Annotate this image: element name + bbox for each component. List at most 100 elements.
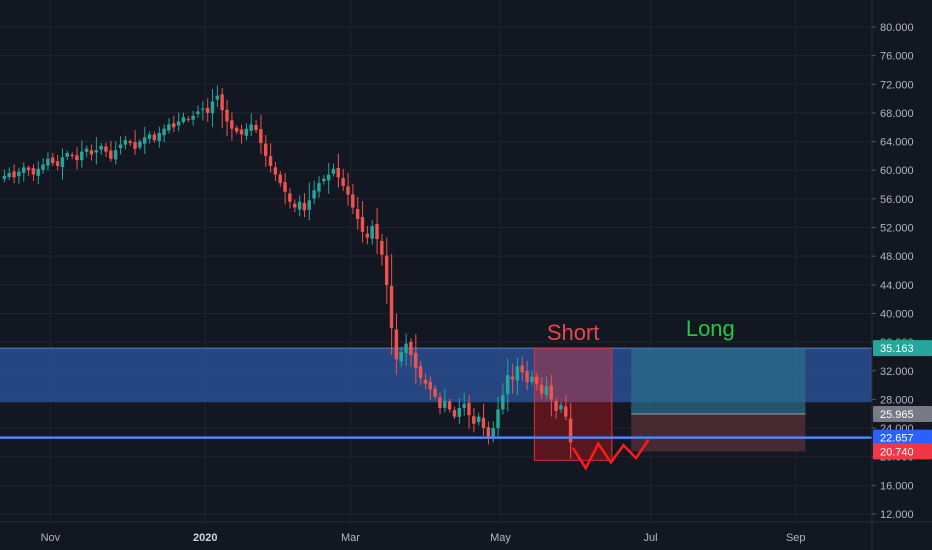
candle-body [530,376,534,382]
candle-body [312,190,316,199]
annotations: Short Long [547,316,735,345]
candle-body [447,401,452,410]
candle-body [263,143,268,156]
candle-body [370,226,374,239]
candle-body [7,173,11,178]
candle-body [515,366,520,381]
time-tick-label: Mar [341,532,360,544]
candle-body [568,418,573,443]
position-tools[interactable] [533,347,806,461]
candle-body [438,397,442,409]
short-position-lower[interactable] [534,402,612,461]
price-tick-label: 68.000 [880,108,914,120]
candle-body [191,115,195,120]
candle-body [172,123,176,128]
long-target-zone[interactable] [631,348,806,414]
candle-body [355,209,360,219]
candle-body [244,128,249,136]
time-tick-label: Nov [41,532,61,544]
candle-body [414,352,418,368]
candle-body [346,186,350,195]
price-badge [873,340,932,357]
candle-body [225,109,229,122]
candle-body [433,388,437,397]
price-axis[interactable]: 80.000 76.000 72.000 68.000 64.000 60.000 56.0… [871,0,914,550]
candle-body [162,128,166,136]
candle-body [549,385,553,400]
candle-body [84,148,89,152]
candle-body [293,203,297,208]
candle-body [510,376,515,380]
candle-body [481,417,486,429]
candle-body [341,178,345,186]
candle-body [181,117,186,123]
time-axis[interactable]: Nov 2020 Mar May Jul Sep [0,521,932,544]
candle-body [142,137,147,144]
candle-body [36,168,40,176]
candle-body [554,401,558,411]
price-tick-label: 48.000 [880,251,914,263]
candle-body [55,161,60,166]
zigzag-forecast[interactable] [572,438,650,471]
long-stop-zone[interactable] [631,413,806,452]
candle-body [21,167,26,173]
candle-body [559,405,563,410]
candle-body [196,111,200,115]
candle-body [17,171,21,177]
candle-body [157,132,161,142]
candle-body [394,329,399,360]
candle-body [496,409,500,429]
candle-body [317,183,321,192]
candle-body [288,193,292,202]
candle-body [239,129,244,135]
candle-body [365,233,370,238]
candle-body [176,121,181,126]
long-label: Long [686,316,735,341]
candle-body [418,366,423,378]
candle-body [360,217,365,232]
candle-body [443,400,447,408]
time-tick-label: Jul [644,532,658,544]
candle-body [535,376,539,384]
time-tick-label: 2020 [193,532,217,544]
candle-body [384,255,389,285]
candle-body [46,158,50,166]
candle-body [152,134,157,141]
candle-body [215,95,219,100]
candle-body [99,145,103,150]
candle-body [186,119,190,121]
candle-body [75,155,79,161]
candle-body [539,384,544,394]
candle-body [297,201,302,210]
price-badge [873,429,932,446]
candle-body [26,167,31,171]
candle-body [486,427,491,437]
price-badge-text: 22.657 [880,433,914,445]
candle-body [41,164,45,170]
candle-body [65,153,69,157]
price-badge [873,443,932,460]
candle-body [505,375,510,394]
time-tick-label: Sep [786,532,806,544]
candle-body [147,134,152,139]
candle-body [254,124,258,131]
candle-body [283,182,287,192]
price-tick-label: 64.000 [880,137,914,149]
candle-body [201,108,205,110]
candle-body [375,224,379,239]
candle-body [2,175,7,179]
price-tick-label: 72.000 [880,79,914,91]
candle-body [94,150,98,153]
price-tick-label: 28.000 [880,394,914,406]
forecast-path[interactable] [572,438,650,471]
candle-body [60,157,65,168]
candle-body [259,129,263,144]
candle-body [457,408,461,417]
short-position-border[interactable] [533,347,613,461]
candle-body [404,343,408,353]
candle-body [89,150,94,155]
